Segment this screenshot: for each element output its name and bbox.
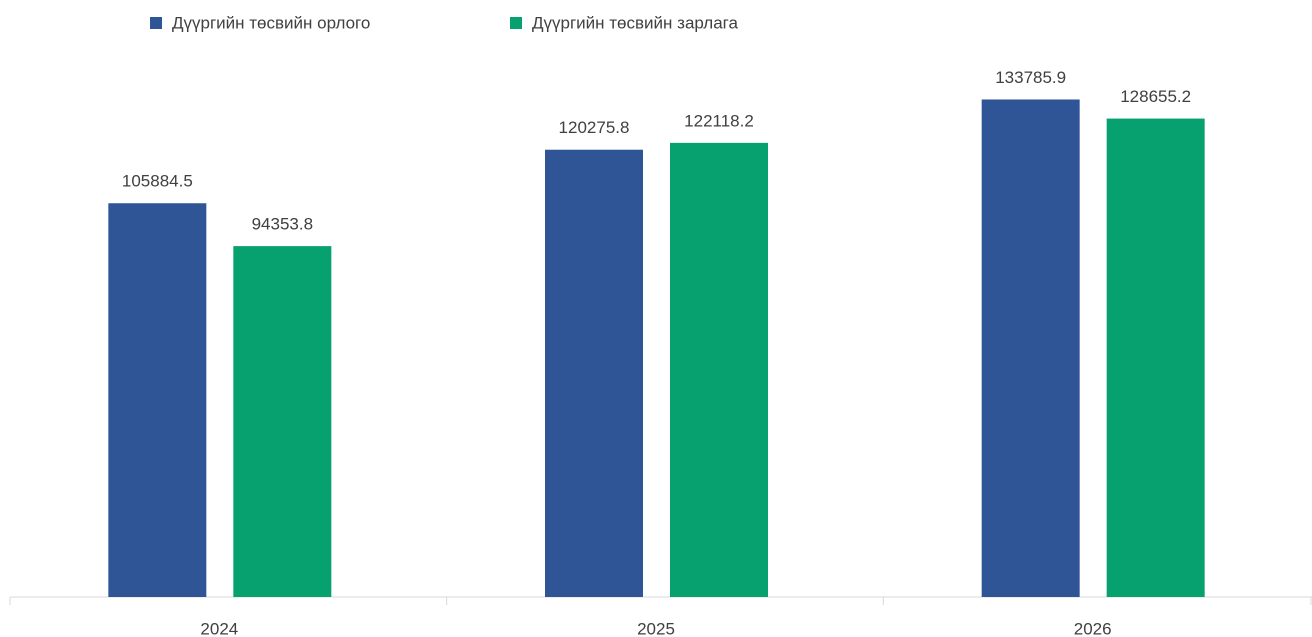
legend-label: Дүүргийн төсвийн орлого [172, 13, 370, 32]
data-label: 105884.5 [122, 172, 193, 191]
x-tick-label: 2026 [1074, 619, 1112, 637]
bar [233, 246, 332, 597]
bar [670, 142, 768, 598]
data-label: 122118.2 [684, 111, 754, 130]
data-label: 133785.9 [995, 68, 1066, 87]
x-tick-label: 2024 [200, 619, 238, 637]
legend-swatch [510, 17, 522, 29]
legend-label: Дүүргийн төсвийн зарлага [532, 13, 738, 32]
x-tick-label: 2025 [637, 619, 675, 637]
bar [981, 99, 1080, 598]
bar [1106, 118, 1205, 597]
data-label: 120275.8 [559, 118, 630, 137]
bar [545, 149, 643, 597]
bar [108, 203, 207, 598]
legend-swatch [150, 17, 162, 29]
data-label: 94353.8 [252, 215, 313, 234]
data-label: 128655.2 [1120, 87, 1191, 106]
